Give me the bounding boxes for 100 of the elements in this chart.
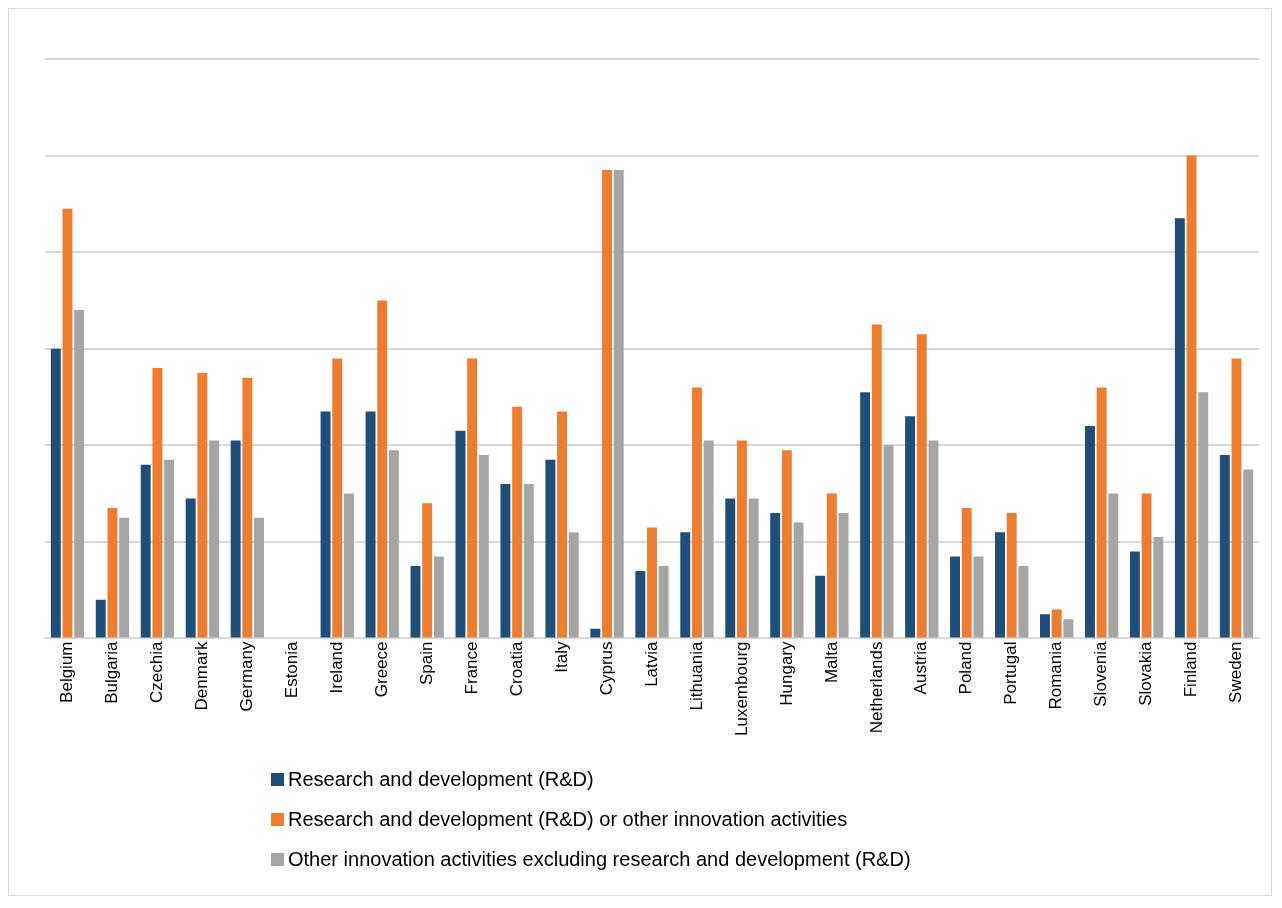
- bar: [1141, 493, 1152, 638]
- bar: [140, 464, 151, 638]
- x-tick-label: Greece: [371, 641, 391, 698]
- x-tick-label: Croatia: [506, 640, 526, 697]
- bar: [613, 170, 624, 638]
- x-tick-label: Slovenia: [1091, 640, 1111, 707]
- x-tick-label: Bulgaria: [102, 640, 122, 704]
- bar: [781, 450, 792, 638]
- bar: [1129, 551, 1140, 638]
- bar: [916, 334, 927, 638]
- x-tick-label: Denmark: [192, 641, 212, 711]
- x-tick-label: Malta: [821, 640, 841, 684]
- bar: [254, 517, 264, 638]
- bar: [1231, 358, 1242, 638]
- bar: [242, 377, 253, 638]
- x-tick-label: Lithuania: [686, 640, 706, 711]
- bar: [164, 459, 175, 638]
- bar: [1051, 609, 1062, 638]
- bar: [50, 348, 61, 638]
- bar: [422, 503, 433, 638]
- bar: [950, 556, 961, 638]
- x-tick-label: Czechia: [147, 640, 167, 703]
- bar: [680, 532, 691, 638]
- bar: [748, 498, 759, 638]
- x-tick-label: Italy: [551, 641, 571, 673]
- bar: [995, 532, 1005, 638]
- bar: [478, 454, 489, 638]
- x-tick-label: Ireland: [326, 641, 346, 694]
- bar: [692, 387, 702, 638]
- bar: [365, 411, 376, 638]
- bar: [961, 508, 972, 638]
- bar: [883, 445, 894, 638]
- bar: [557, 411, 568, 638]
- x-tick-label: Cyprus: [596, 641, 616, 696]
- bar: [343, 493, 354, 638]
- bar: [602, 170, 613, 638]
- bar: [1186, 155, 1197, 638]
- x-tick-label: Slovakia: [1136, 640, 1156, 706]
- bar: [197, 372, 208, 638]
- bar: [860, 392, 871, 638]
- legend-label: Research and development (R&D) or other innovation activities: [288, 807, 848, 831]
- bar: [107, 508, 118, 638]
- bar: [1006, 512, 1017, 638]
- x-tick-label: Sweden: [1226, 641, 1246, 703]
- bar: [1063, 619, 1074, 638]
- x-tick-label: Poland: [956, 641, 976, 695]
- bar: [973, 556, 984, 638]
- bar: [826, 493, 837, 638]
- bar: [1084, 426, 1095, 638]
- bar: [388, 450, 399, 638]
- bar: [119, 517, 130, 638]
- bar: [320, 411, 331, 638]
- x-tick-label: Spain: [416, 641, 436, 685]
- x-tick-label: Netherlands: [866, 641, 886, 734]
- bar: [1153, 537, 1164, 638]
- bar: [838, 512, 849, 638]
- bar: [905, 416, 916, 638]
- x-tick-label: France: [461, 641, 481, 695]
- bar: [635, 570, 646, 638]
- x-tick-label: Luxembourg: [731, 641, 751, 737]
- bar: [871, 324, 882, 638]
- bar: [512, 406, 523, 638]
- bar: [523, 483, 534, 638]
- bar: [658, 566, 669, 638]
- bar: [433, 556, 444, 638]
- bar: [377, 300, 388, 638]
- bar: [1174, 218, 1185, 638]
- x-tick-label: Belgium: [57, 641, 77, 703]
- bar: [332, 358, 343, 638]
- bar: [467, 358, 478, 638]
- bar: [209, 440, 220, 638]
- bar: [230, 440, 241, 638]
- legend-label: Research and development (R&D): [288, 767, 594, 791]
- bar: [1108, 493, 1119, 638]
- bar: [647, 527, 657, 638]
- bar: [815, 575, 826, 638]
- x-tick-label: Hungary: [776, 641, 796, 706]
- bar: [500, 483, 511, 638]
- bar: [770, 512, 781, 638]
- bar: [185, 498, 196, 638]
- x-tick-label: Austria: [911, 640, 931, 695]
- bar: [410, 566, 421, 638]
- bar: [1040, 614, 1050, 638]
- bar: [736, 440, 747, 638]
- bar: [1243, 469, 1254, 638]
- bar: [1018, 566, 1029, 638]
- bar: [725, 498, 736, 638]
- bar: [703, 440, 714, 638]
- bar: [545, 459, 556, 638]
- bar: [590, 628, 601, 638]
- bar: [928, 440, 939, 638]
- x-tick-label: Finland: [1181, 641, 1201, 698]
- bar: [62, 208, 73, 638]
- x-tick-label: Portugal: [1001, 641, 1021, 705]
- bar: [793, 522, 804, 638]
- bar: [1198, 392, 1209, 638]
- bar: [568, 532, 579, 638]
- x-tick-label: Estonia: [281, 640, 301, 699]
- bar: [95, 599, 106, 638]
- bar: [1096, 387, 1107, 638]
